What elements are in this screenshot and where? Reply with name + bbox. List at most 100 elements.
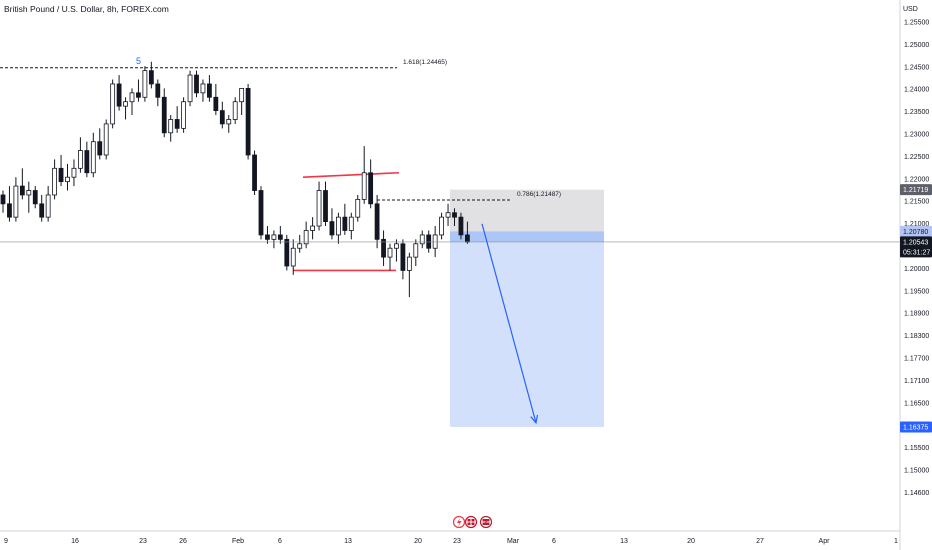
- target-price-tag-value: 1.16375: [903, 424, 928, 431]
- projection-arrow[interactable]: [481, 223, 537, 423]
- candle[interactable]: [265, 226, 270, 244]
- candle[interactable]: [206, 75, 212, 102]
- candle[interactable]: [361, 146, 367, 204]
- candle[interactable]: [297, 234, 303, 253]
- stop-price-tag[interactable]: 1.21719: [900, 184, 932, 196]
- candle[interactable]: [284, 234, 290, 271]
- candle[interactable]: [161, 88, 167, 138]
- candle[interactable]: [329, 208, 335, 240]
- y-tick-label: 1.17100: [904, 378, 929, 385]
- candle[interactable]: [84, 141, 90, 178]
- candle[interactable]: [155, 79, 161, 107]
- candle[interactable]: [71, 159, 77, 187]
- candle[interactable]: [419, 230, 425, 249]
- candle[interactable]: [271, 230, 277, 249]
- candle[interactable]: [19, 168, 25, 200]
- candle[interactable]: [194, 70, 199, 98]
- entry-price-tag[interactable]: 1.20780: [900, 225, 932, 237]
- price-axis: USD 1.25500 1.25000 1.24500 1.24000 1.23500 1.…: [899, 0, 929, 550]
- candle[interactable]: [123, 97, 128, 120]
- candle[interactable]: [97, 128, 103, 160]
- candle[interactable]: [13, 177, 19, 222]
- candle[interactable]: [52, 159, 57, 200]
- candle[interactable]: [65, 163, 70, 191]
- candle[interactable]: [406, 252, 412, 298]
- candle[interactable]: [213, 83, 219, 116]
- candle[interactable]: [303, 221, 309, 249]
- candle[interactable]: [181, 97, 187, 133]
- candle[interactable]: [252, 150, 257, 195]
- candle[interactable]: [239, 88, 245, 116]
- stop-loss-zone[interactable]: [450, 189, 604, 232]
- candle[interactable]: [168, 115, 174, 142]
- candle[interactable]: [381, 230, 386, 266]
- flag-us-icon[interactable]: [479, 515, 493, 529]
- y-tick-label: 1.18900: [904, 311, 929, 318]
- candle[interactable]: [400, 239, 406, 280]
- candle[interactable]: [142, 66, 148, 102]
- fib-0786-label: 0.786(1.21487): [517, 191, 561, 198]
- candle[interactable]: [148, 61, 154, 89]
- x-tick-label: 26: [179, 538, 187, 545]
- candle[interactable]: [426, 230, 432, 253]
- candle[interactable]: [316, 181, 322, 231]
- candle[interactable]: [413, 239, 419, 266]
- candle[interactable]: [342, 203, 348, 235]
- resistance-line[interactable]: [302, 171, 400, 178]
- candle[interactable]: [129, 88, 135, 116]
- candle[interactable]: [335, 212, 341, 244]
- candle[interactable]: [103, 119, 109, 160]
- candle[interactable]: [368, 159, 374, 209]
- candle[interactable]: [323, 181, 328, 227]
- candle[interactable]: [39, 194, 45, 222]
- y-tick-label: 1.24000: [904, 87, 929, 94]
- candle[interactable]: [445, 203, 451, 227]
- x-tick-label: 13: [344, 538, 352, 545]
- candle[interactable]: [219, 101, 225, 129]
- candle[interactable]: [78, 137, 83, 173]
- candle[interactable]: [26, 181, 32, 213]
- candle[interactable]: [387, 243, 393, 271]
- flash-icon[interactable]: [452, 515, 466, 529]
- candle[interactable]: [226, 115, 232, 133]
- candle[interactable]: [200, 79, 206, 102]
- candle[interactable]: [277, 226, 283, 244]
- candle[interactable]: [290, 239, 296, 275]
- flag-gb-icon[interactable]: [464, 515, 478, 529]
- candle[interactable]: [439, 212, 445, 240]
- take-profit-zone[interactable]: [450, 231, 604, 427]
- candle[interactable]: [258, 186, 264, 240]
- candle[interactable]: [394, 239, 399, 262]
- candle[interactable]: [110, 79, 116, 129]
- x-tick-label: 6: [552, 538, 556, 545]
- candle[interactable]: [7, 186, 12, 222]
- candle[interactable]: [374, 194, 380, 249]
- candle[interactable]: [432, 226, 438, 258]
- candle[interactable]: [355, 194, 361, 222]
- candle[interactable]: [232, 97, 238, 124]
- y-tick-label: 1.17700: [904, 356, 929, 363]
- y-tick-label: 1.25000: [904, 42, 929, 49]
- candle[interactable]: [58, 155, 64, 187]
- candle[interactable]: [310, 217, 316, 240]
- candle[interactable]: [116, 75, 122, 111]
- x-tick-label: 27: [756, 538, 764, 545]
- target-price-tag[interactable]: 1.16375: [900, 421, 932, 433]
- x-tick-label: 6: [278, 538, 282, 545]
- x-tick-label: Feb: [232, 538, 244, 545]
- candle[interactable]: [452, 208, 457, 227]
- x-tick-label: Mar: [507, 538, 520, 545]
- candle[interactable]: [174, 106, 180, 133]
- candle[interactable]: [458, 212, 464, 240]
- candle[interactable]: [136, 79, 141, 102]
- candle[interactable]: [45, 186, 51, 222]
- y-tick-label: 1.19500: [904, 288, 929, 295]
- candle[interactable]: [245, 83, 251, 160]
- candle[interactable]: [32, 186, 38, 209]
- current-price-tag[interactable]: 1.20543 05:31:27: [900, 236, 932, 258]
- candle[interactable]: [348, 212, 354, 240]
- candle[interactable]: [0, 190, 6, 213]
- candle[interactable]: [90, 132, 96, 178]
- candle[interactable]: [187, 70, 193, 107]
